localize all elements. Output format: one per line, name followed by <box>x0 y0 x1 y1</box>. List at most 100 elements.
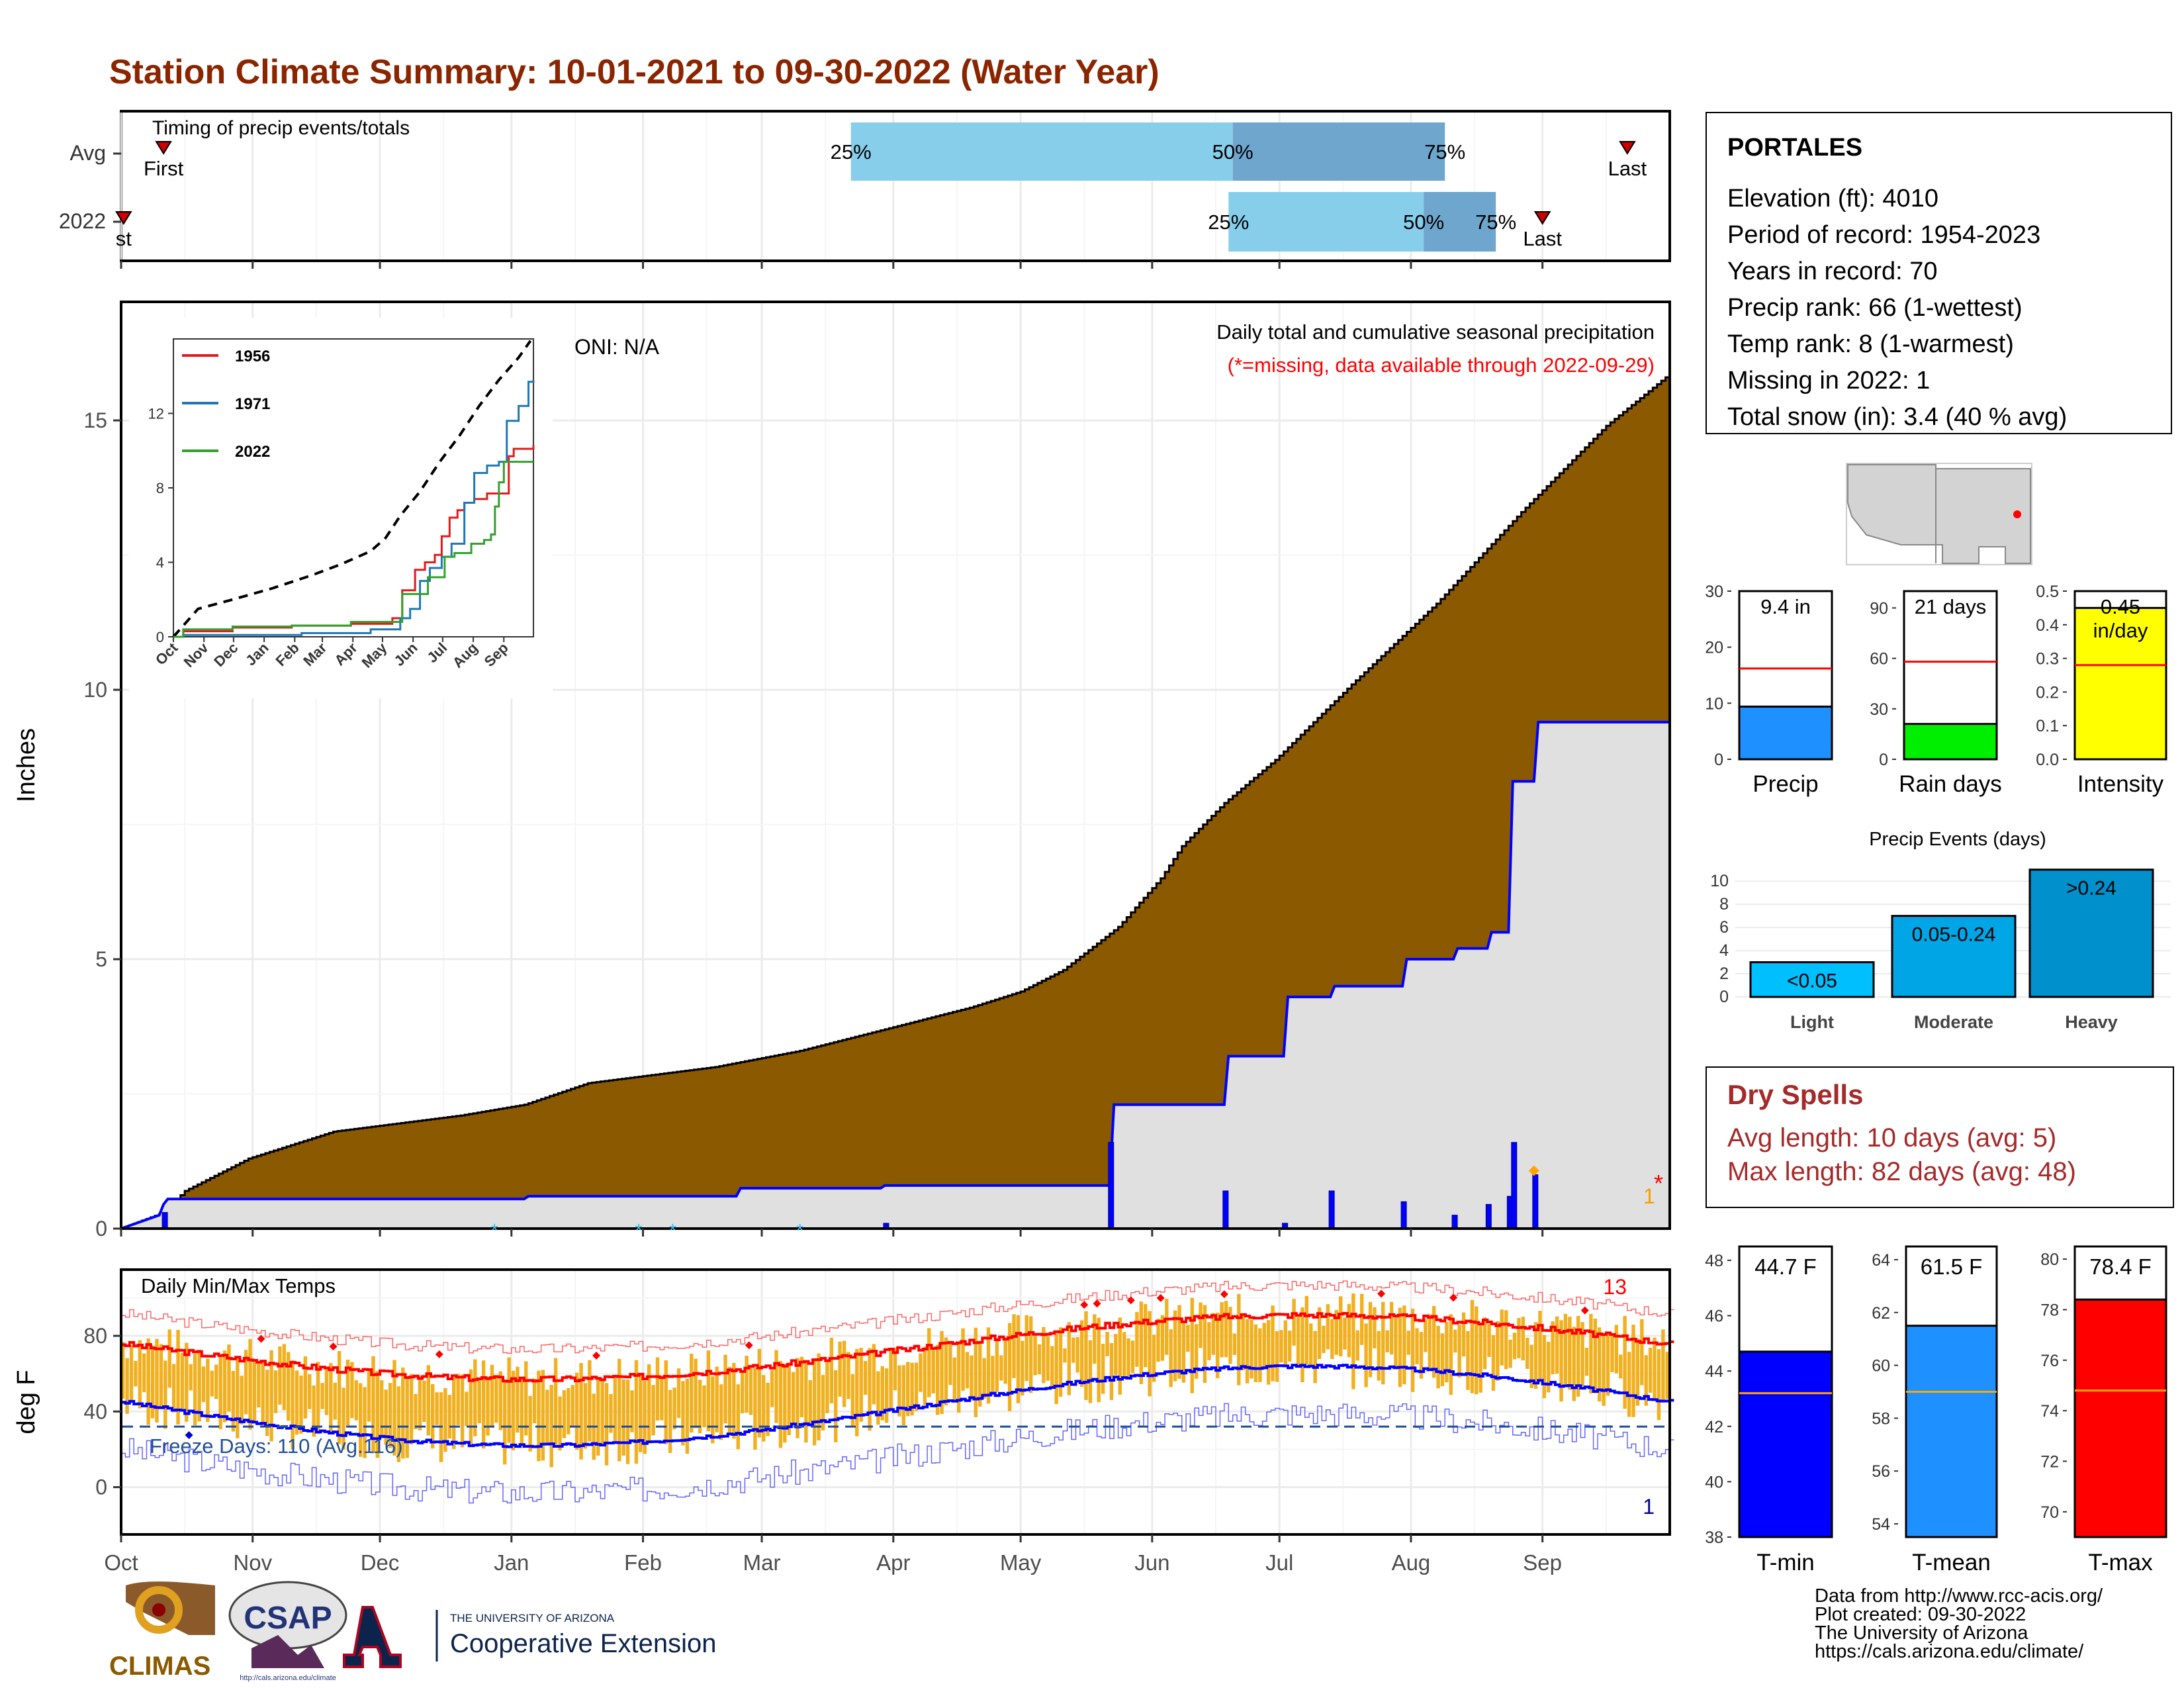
daily-temp-bar <box>1139 1301 1144 1384</box>
daily-temp-bar <box>371 1356 375 1454</box>
footer-line: Data from http://www.rcc-acis.org/ <box>1815 1585 2103 1607</box>
daily-temp-bar <box>617 1358 621 1462</box>
record-low-line <box>121 1403 1674 1504</box>
daily-temp-bar <box>914 1362 919 1411</box>
tempbar-ytick-label: 62 <box>1872 1304 1890 1323</box>
daily-temp-bar <box>159 1344 163 1409</box>
daily-temp-bar <box>1334 1309 1338 1355</box>
record-high-marker <box>257 1335 265 1343</box>
month-label: Nov <box>233 1550 272 1575</box>
daily-temp-bar <box>711 1376 715 1444</box>
record-high-marker <box>745 1341 753 1350</box>
daily-temp-bar <box>1079 1320 1084 1387</box>
daily-temp-bar <box>706 1350 711 1432</box>
inset-ytick-label: 8 <box>156 480 164 496</box>
daily-temp-bar <box>1593 1318 1598 1393</box>
timing-avg-last-marker <box>1619 141 1636 155</box>
month-label: Jun <box>1134 1550 1169 1575</box>
daily-temp-bar <box>236 1358 240 1438</box>
inset-ytick-label: 0 <box>156 629 164 645</box>
daily-temp-bar <box>1046 1336 1050 1381</box>
record-high-marker <box>1449 1293 1458 1302</box>
daily-precip-bar <box>1222 1190 1229 1229</box>
daily-temp-bar <box>384 1389 388 1445</box>
daily-temp-bar <box>1360 1293 1364 1345</box>
minibar-label: Rain days <box>1899 771 2002 797</box>
timing-avg-pct-25: 25% <box>831 140 872 164</box>
daily-temp-bar <box>1470 1299 1475 1393</box>
daily-temp-bar <box>1406 1331 1410 1355</box>
daily-temp-bar <box>1262 1323 1266 1368</box>
tempbar-ytick-label: 80 <box>2040 1250 2059 1269</box>
daily-temp-bar <box>1144 1303 1148 1368</box>
daily-temp-bar <box>409 1374 414 1444</box>
daily-temp-bar <box>821 1375 825 1430</box>
daily-temp-bar <box>702 1385 706 1428</box>
daily-temp-bar <box>320 1383 324 1409</box>
events-ytick-label: 6 <box>1719 918 1729 937</box>
daily-temp-bar <box>965 1352 970 1389</box>
daily-temp-bar <box>1381 1301 1385 1385</box>
daily-temp-bar <box>1313 1331 1317 1383</box>
daily-temp-bar <box>952 1357 956 1401</box>
daily-temp-bar <box>171 1364 176 1413</box>
daily-temp-bar <box>1211 1313 1216 1355</box>
daily-temp-bar <box>923 1346 927 1405</box>
timing-2022-last-marker <box>1533 211 1551 225</box>
daily-temp-bar <box>910 1362 914 1416</box>
snow-mark: * <box>635 1220 643 1241</box>
timing-avg-bar-50-75 <box>1232 122 1445 181</box>
daily-temp-bar <box>359 1383 363 1457</box>
daily-temp-bar <box>1118 1317 1122 1395</box>
daily-temp-bar <box>1292 1299 1296 1346</box>
daily-temp-bar <box>388 1383 392 1448</box>
daily-temp-bar <box>337 1350 341 1444</box>
climas-logo: CLIMAS <box>109 1581 215 1681</box>
daily-temp-bar <box>1398 1307 1402 1387</box>
daily-temp-bar <box>1665 1352 1669 1399</box>
minibar-value-0 <box>1738 705 1833 761</box>
daily-temp-bar <box>1627 1352 1631 1417</box>
daily-temp-bar <box>1275 1331 1279 1382</box>
ua-big-text: Cooperative Extension <box>450 1629 716 1658</box>
daily-temp-bar <box>1389 1301 1394 1355</box>
daily-temp-bar <box>948 1343 952 1385</box>
daily-temp-bar <box>1343 1317 1347 1350</box>
daily-temp-bar <box>231 1371 236 1432</box>
record-high-marker <box>1377 1289 1386 1298</box>
daily-temp-bar <box>817 1353 821 1440</box>
daily-temp-bar <box>1364 1323 1368 1387</box>
tempbar-ytick-label: 76 <box>2040 1352 2059 1370</box>
inset-legend-label: 1971 <box>235 395 270 413</box>
daily-temp-bar <box>655 1357 660 1421</box>
minibar-value-label-2: in/day <box>2093 619 2148 642</box>
daily-temp-bar <box>1016 1315 1021 1403</box>
daily-temp-bar <box>367 1368 371 1422</box>
daily-temp-bar <box>986 1327 991 1404</box>
daily-temp-bar <box>1245 1319 1250 1383</box>
inset-ytick-label: 4 <box>156 555 164 571</box>
daily-temp-bar <box>812 1360 817 1446</box>
daily-temp-bar <box>401 1367 405 1459</box>
freeze-days-label: Freeze Days: 110 (Avg.116) <box>150 1434 403 1458</box>
events-ytick-label: 0 <box>1719 988 1729 1006</box>
daily-temp-bar <box>1402 1305 1406 1385</box>
daily-temp-bar <box>1479 1323 1482 1393</box>
daily-temp-bar <box>545 1389 549 1444</box>
daily-temp-bar <box>931 1350 935 1393</box>
tempbar-value-0 <box>1738 1350 1833 1538</box>
daily-temp-bar <box>303 1356 308 1419</box>
daily-temp-bar <box>613 1377 617 1442</box>
daily-temp-bar <box>146 1338 150 1425</box>
month-label: Sep <box>1523 1550 1562 1575</box>
daily-temp-bar <box>553 1358 558 1445</box>
timing-2022-bar-25-50 <box>1228 192 1424 252</box>
daily-temp-bar <box>660 1378 664 1421</box>
daily-precip-bar <box>1108 1142 1115 1229</box>
page-title: Station Climate Summary: 10-01-2021 to 0… <box>109 53 1160 91</box>
daily-temp-bar <box>1580 1322 1584 1387</box>
daily-temp-bar <box>567 1387 570 1434</box>
daily-temp-bar <box>1338 1296 1343 1356</box>
daily-temp-bar <box>863 1361 868 1395</box>
